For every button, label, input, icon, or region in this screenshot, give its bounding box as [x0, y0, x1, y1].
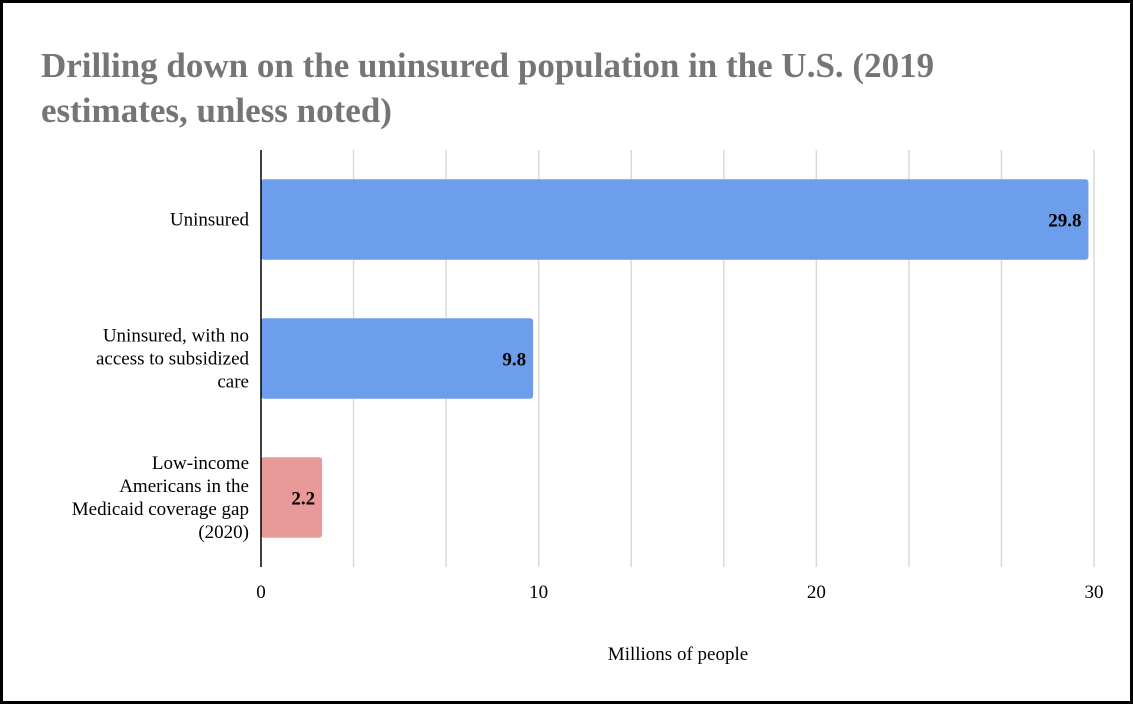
x-tick-label: 0	[256, 582, 266, 603]
category-label: Low-income	[152, 453, 249, 474]
category-label: Medicaid coverage gap	[72, 499, 249, 520]
x-tick-label: 20	[807, 582, 826, 603]
category-label: care	[217, 372, 249, 393]
category-label: access to subsidized	[96, 349, 250, 370]
x-tick-labels: 0 10 20 30	[256, 582, 1103, 603]
value-label: 2.2	[291, 489, 315, 510]
value-label: 29.8	[1048, 211, 1081, 232]
bars	[261, 179, 1089, 538]
x-tick-label: 30	[1085, 582, 1104, 603]
value-label: 9.8	[502, 350, 526, 371]
bar	[261, 179, 1089, 260]
category-label: Uninsured	[170, 210, 250, 231]
bar	[261, 457, 323, 538]
category-label: (2020)	[198, 522, 249, 543]
x-tick-label: 10	[529, 582, 548, 603]
category-label: Americans in the	[119, 476, 249, 497]
category-label: Uninsured, with no	[103, 326, 249, 347]
value-labels: 29.8 9.8 2.2	[291, 211, 1081, 510]
chart-title: Drilling down on the uninsured populatio…	[41, 46, 935, 130]
x-axis-title: Millions of people	[608, 644, 748, 665]
bar	[261, 318, 534, 399]
